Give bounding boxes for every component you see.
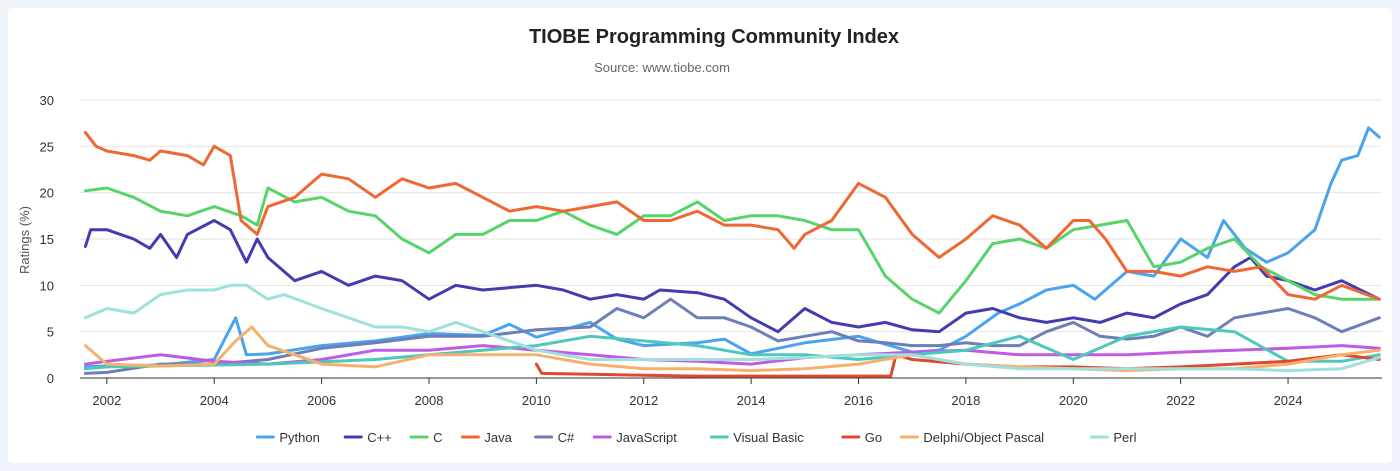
y-tick-label: 0 (47, 371, 54, 386)
series-line-go[interactable] (534, 353, 1381, 378)
x-tick-label: 2004 (200, 393, 229, 408)
series-line-c[interactable] (83, 186, 1381, 315)
x-tick-label: 2010 (522, 393, 551, 408)
legend-item-label[interactable]: C (433, 430, 442, 445)
legend-item-label[interactable]: Perl (1113, 430, 1136, 445)
gridlines (80, 99, 1382, 379)
series-line-perl[interactable] (83, 283, 1381, 373)
chart-title: TIOBE Programming Community Index (529, 26, 899, 48)
x-tick-label: 2012 (629, 393, 658, 408)
legend: Python C++ C Java C# JavaScript Visual Basic Go… (255, 430, 1137, 445)
legend-item-label[interactable]: C# (558, 430, 575, 445)
chart-subtitle: Source: www.tiobe.com (594, 60, 730, 75)
legend-item-label[interactable]: C++ (367, 430, 392, 445)
legend-item-label[interactable]: Delphi/Object Pascal (923, 430, 1044, 445)
x-tick-label: 2018 (951, 393, 980, 408)
series-line-python[interactable] (83, 126, 1381, 369)
y-tick-label: 20 (40, 186, 54, 201)
x-tick-label: 2014 (737, 393, 766, 408)
series-line-c-[interactable] (83, 219, 1381, 334)
y-tick-label: 5 (47, 325, 54, 340)
legend-item-label[interactable]: Python (279, 430, 319, 445)
y-tick-label: 30 (40, 93, 54, 108)
x-tick-label: 2008 (415, 393, 444, 408)
series-lines (83, 126, 1381, 378)
series-line-visual-basic[interactable] (83, 325, 1381, 371)
x-tick-label: 2006 (307, 393, 336, 408)
y-tick-label: 25 (40, 139, 54, 154)
legend-item-label[interactable]: Go (865, 430, 882, 445)
chart-card (8, 8, 1392, 463)
x-tick-labels: 2002 2004 2006 2008 2010 2012 2014 2016 2018 2020… (92, 378, 1303, 408)
y-tick-label: 10 (40, 278, 54, 293)
y-tick-labels: 0 5 10 15 20 25 30 (40, 93, 54, 386)
series-line-java[interactable] (83, 130, 1381, 301)
x-tick-label: 2022 (1166, 393, 1195, 408)
x-tick-label: 2020 (1059, 393, 1088, 408)
legend-item-label[interactable]: Java (484, 430, 512, 445)
x-tick-label: 2016 (844, 393, 873, 408)
x-tick-label: 2024 (1274, 393, 1303, 408)
series-line-c-[interactable] (83, 297, 1381, 375)
legend-item-label[interactable]: JavaScript (616, 430, 677, 445)
legend-item-label[interactable]: Visual Basic (733, 430, 804, 445)
y-tick-label: 15 (40, 232, 54, 247)
x-tick-label: 2002 (92, 393, 121, 408)
y-axis-label: Ratings (%) (17, 206, 32, 274)
